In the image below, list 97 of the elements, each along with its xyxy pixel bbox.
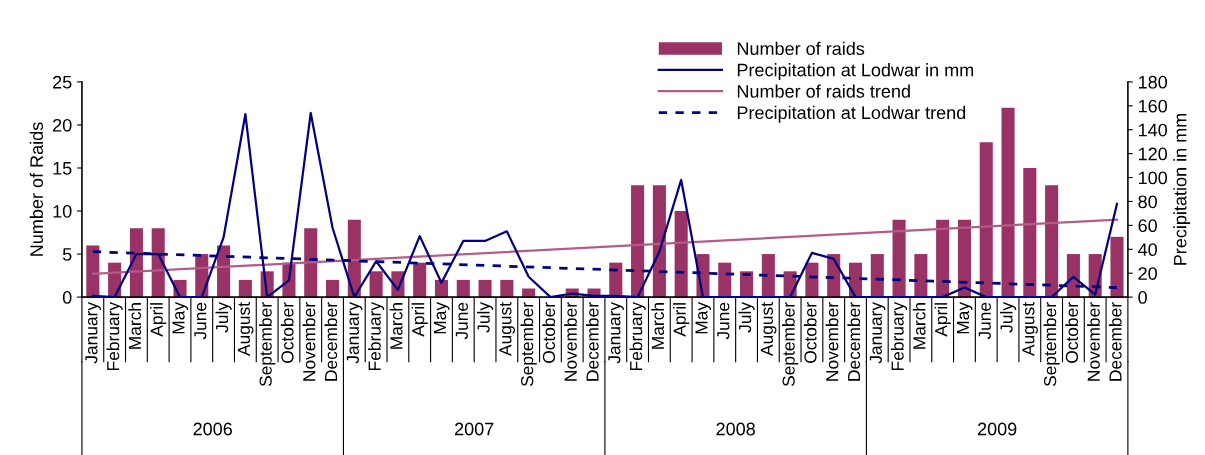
y-tick-label: 20 <box>53 118 72 132</box>
y2-axis-title: Precipitation in mm <box>1173 113 1191 265</box>
x-tick-label: November <box>302 302 316 381</box>
bar <box>914 254 928 298</box>
x-tick-label: July <box>738 302 755 333</box>
text: 2007 <box>454 422 494 436</box>
bar <box>238 279 252 298</box>
bar <box>652 185 666 298</box>
y-tick-label: 25 <box>53 75 72 89</box>
y2-tick-label: 40 <box>1138 243 1157 257</box>
text: 2006 <box>193 422 232 436</box>
y2-tick-label: 120 <box>1138 147 1168 161</box>
x-tick-label: April <box>150 303 167 337</box>
bar <box>1045 185 1059 298</box>
y2-tick-label: 140 <box>1138 123 1168 137</box>
x-tick-label: August <box>760 302 777 356</box>
x-tick-label: July <box>999 302 1017 333</box>
bar <box>936 219 950 298</box>
bar <box>478 279 492 298</box>
x-tick-label: February <box>106 302 123 371</box>
bar <box>325 279 340 298</box>
x-tick-label: September <box>1043 302 1060 387</box>
x-tick-label: June <box>194 302 207 340</box>
x-tick-label: March <box>651 303 665 349</box>
x-tick-label: September <box>782 302 799 387</box>
x-tick-label: August <box>499 302 515 356</box>
y-tick-label: 15 <box>53 162 72 175</box>
bar <box>413 262 427 298</box>
x-tick-label: June <box>455 302 468 340</box>
y-tick-label: 10 <box>53 204 72 218</box>
x-tick-label: February <box>629 302 646 371</box>
x-tick-label: December <box>585 302 599 381</box>
text: 2009 <box>977 422 1017 436</box>
x-tick-label: June <box>978 302 991 340</box>
bar <box>979 142 993 298</box>
legend-label: Number of raids <box>737 41 865 56</box>
bar <box>456 279 470 298</box>
x-tick-label: April <box>934 303 951 337</box>
legend-label: Precipitation at Lodwar trend <box>737 105 966 123</box>
x-tick-label: December <box>324 302 338 381</box>
x-tick-label: January <box>346 302 363 364</box>
x-tick-label: November <box>825 302 839 381</box>
x-tick-label: June <box>717 302 730 340</box>
x-tick-label: December <box>847 302 861 381</box>
y2-tick-label: 20 <box>1138 267 1157 280</box>
x-tick-label: January <box>608 302 624 364</box>
x-tick-label: April <box>411 303 428 337</box>
bar <box>631 185 645 298</box>
legend-label: Number of raids trend <box>737 84 910 98</box>
x-tick-label: May <box>957 302 973 334</box>
bar <box>86 245 100 298</box>
legend-label: Precipitation at Lodwar in mm <box>737 63 974 80</box>
y-axis-title: Number of Raids <box>29 122 44 256</box>
x-tick-label: February <box>890 302 908 371</box>
x-tick-label: October <box>542 302 556 363</box>
bar <box>674 211 688 298</box>
y2-tick-label: 80 <box>1138 195 1157 209</box>
y2-tick-label: 100 <box>1138 171 1168 185</box>
x-tick-label: January <box>85 302 101 364</box>
text: 2008 <box>716 422 755 436</box>
y-tick-label: 5 <box>62 248 72 261</box>
x-tick-label: November <box>564 302 577 381</box>
x-tick-label: March <box>128 303 142 349</box>
x-tick-label: July <box>215 302 232 333</box>
bar <box>369 271 383 298</box>
x-tick-label: May <box>434 302 450 334</box>
y2-tick-label: 60 <box>1138 219 1157 233</box>
bar <box>1001 107 1015 298</box>
x-tick-label: November <box>1087 302 1100 381</box>
x-tick-label: September <box>520 302 537 387</box>
bar <box>892 219 906 298</box>
x-tick-label: February <box>368 302 385 371</box>
y2-tick-label: 0 <box>1138 291 1147 304</box>
x-tick-label: March <box>912 303 926 349</box>
x-tick-label: September <box>259 302 276 387</box>
x-tick-label: April <box>673 303 690 337</box>
x-tick-label: October <box>280 302 294 363</box>
y2-tick-label: 160 <box>1138 99 1168 113</box>
bar <box>718 262 732 298</box>
x-tick-label: October <box>803 302 817 363</box>
bar <box>500 279 514 298</box>
x-tick-label: March <box>389 303 403 349</box>
x-tick-label: May <box>695 302 712 334</box>
bar <box>870 254 884 298</box>
y2-tick-label: 180 <box>1138 75 1168 89</box>
bar <box>761 254 775 298</box>
x-tick-label: August <box>1022 302 1038 356</box>
x-tick-label: August <box>237 302 254 356</box>
x-tick-label: October <box>1065 302 1079 363</box>
bar <box>304 228 318 298</box>
x-tick-label: December <box>1108 302 1122 381</box>
bar <box>1023 167 1037 298</box>
y-tick-label: 0 <box>62 291 72 304</box>
x-tick-label: July <box>476 302 494 333</box>
bar <box>1110 236 1124 298</box>
x-tick-label: May <box>172 302 189 334</box>
x-tick-label: January <box>869 302 886 364</box>
